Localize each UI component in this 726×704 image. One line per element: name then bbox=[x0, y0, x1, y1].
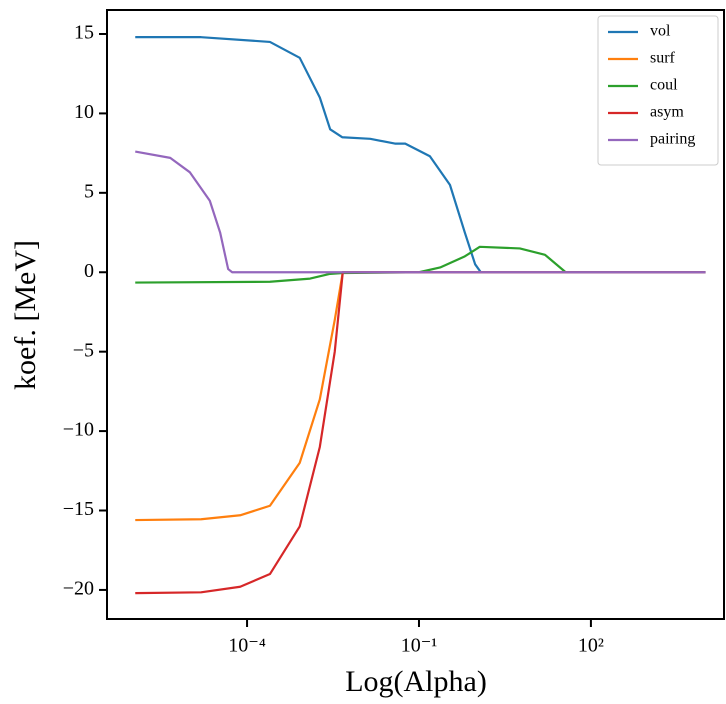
x-tick-label: 10⁻⁴ bbox=[228, 635, 266, 657]
series bbox=[135, 150, 706, 274]
series bbox=[135, 245, 706, 284]
x-tick-label: 10⁻¹ bbox=[401, 635, 438, 657]
y-tick-label: −10 bbox=[63, 419, 94, 441]
y-tick-label: 5 bbox=[84, 180, 94, 202]
legend-box bbox=[597, 15, 719, 166]
line bbox=[135, 36, 706, 274]
legend-label: surf bbox=[650, 50, 676, 67]
y-tick-label: 10 bbox=[74, 101, 94, 123]
x-axis-label: Log(Alpha) bbox=[345, 665, 487, 698]
legend-label: asym bbox=[650, 104, 684, 121]
y-axis-label: koef. [MeV] bbox=[9, 240, 42, 390]
y-tick-label: 0 bbox=[84, 260, 94, 282]
line bbox=[135, 245, 706, 284]
y-tick-label: −20 bbox=[63, 578, 94, 600]
y-tick-label: −5 bbox=[73, 339, 94, 361]
legend-label: coul bbox=[650, 77, 678, 94]
y-tick-label: −15 bbox=[63, 498, 94, 520]
line bbox=[135, 150, 706, 274]
x-tick-label: 10² bbox=[578, 635, 604, 657]
y-tick-label: 15 bbox=[74, 22, 94, 44]
series bbox=[135, 271, 706, 595]
legend-label: vol bbox=[650, 23, 671, 40]
line bbox=[135, 271, 706, 595]
legend-label: pairing bbox=[650, 131, 695, 148]
series bbox=[135, 36, 706, 274]
axes-frame bbox=[106, 9, 725, 620]
